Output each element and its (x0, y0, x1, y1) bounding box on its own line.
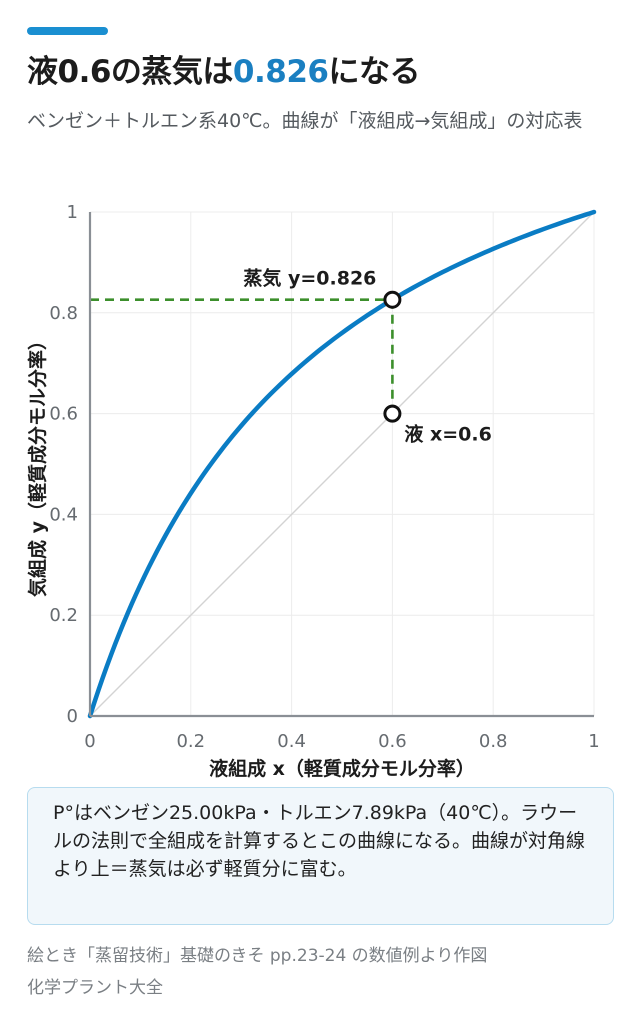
liquid-point (383, 404, 402, 423)
vapor-annotation: 蒸気 y=0.826 (243, 267, 376, 290)
page-title: 液0.6の蒸気は0.826になる (27, 52, 420, 92)
title-highlight-value: 0.826 (232, 54, 329, 90)
x-tick-label: 0.8 (479, 731, 508, 752)
liquid-annotation: 液 x=0.6 (404, 423, 491, 446)
equilibrium-curve (87, 209, 597, 719)
title-suffix: になる (328, 54, 420, 90)
x-tick-label: 0.4 (277, 731, 306, 752)
x-tick-label: 0.2 (176, 731, 205, 752)
source-line-publisher: 化学プラント大全 (27, 978, 163, 998)
y-tick-labels: 0 0.2 0.4 0.6 0.8 1 (49, 202, 78, 727)
y-tick-label: 0.8 (49, 303, 78, 324)
x-tick-labels: 0 0.2 0.4 0.6 0.8 1 (84, 731, 599, 752)
explanation-note: P°はベンゼン25.00kPa・トルエン7.89kPa（40℃）。ラウールの法則… (27, 787, 614, 925)
page-subtitle: ベンゼン＋トルエン系40℃。曲線が「液組成→気組成」の対応表 (27, 110, 583, 132)
x-tick-label: 1 (588, 731, 599, 752)
diagonal-line (89, 211, 595, 717)
y-tick-label: 0 (67, 706, 78, 727)
accent-bar (27, 27, 108, 35)
title-prefix: 液0.6の蒸気は (27, 54, 233, 90)
y-tick-label: 0.2 (49, 605, 78, 626)
source-credit: 絵とき「蒸留技術」基礎のきそ pp.23-24 の数値例より作図 化学プラント大… (27, 940, 617, 1004)
x-tick-label: 0 (84, 731, 95, 752)
vapor-point (383, 290, 402, 309)
y-tick-label: 1 (67, 202, 78, 223)
source-line-reference: 絵とき「蒸留技術」基礎のきそ pp.23-24 の数値例より作図 (27, 946, 488, 966)
x-axis-label: 液組成 x（軽質成分モル分率） (209, 757, 475, 780)
y-tick-label: 0.6 (49, 404, 78, 425)
x-tick-label: 0.6 (378, 731, 407, 752)
equilibrium-chart: 0 0.2 0.4 0.6 0.8 1 0 0.2 0.4 0.6 0.8 1 蒸気 y=0.826… (26, 202, 600, 780)
y-tick-label: 0.4 (49, 504, 78, 525)
y-axis-label: 気組成 y（軽質成分モル分率） (26, 331, 49, 597)
